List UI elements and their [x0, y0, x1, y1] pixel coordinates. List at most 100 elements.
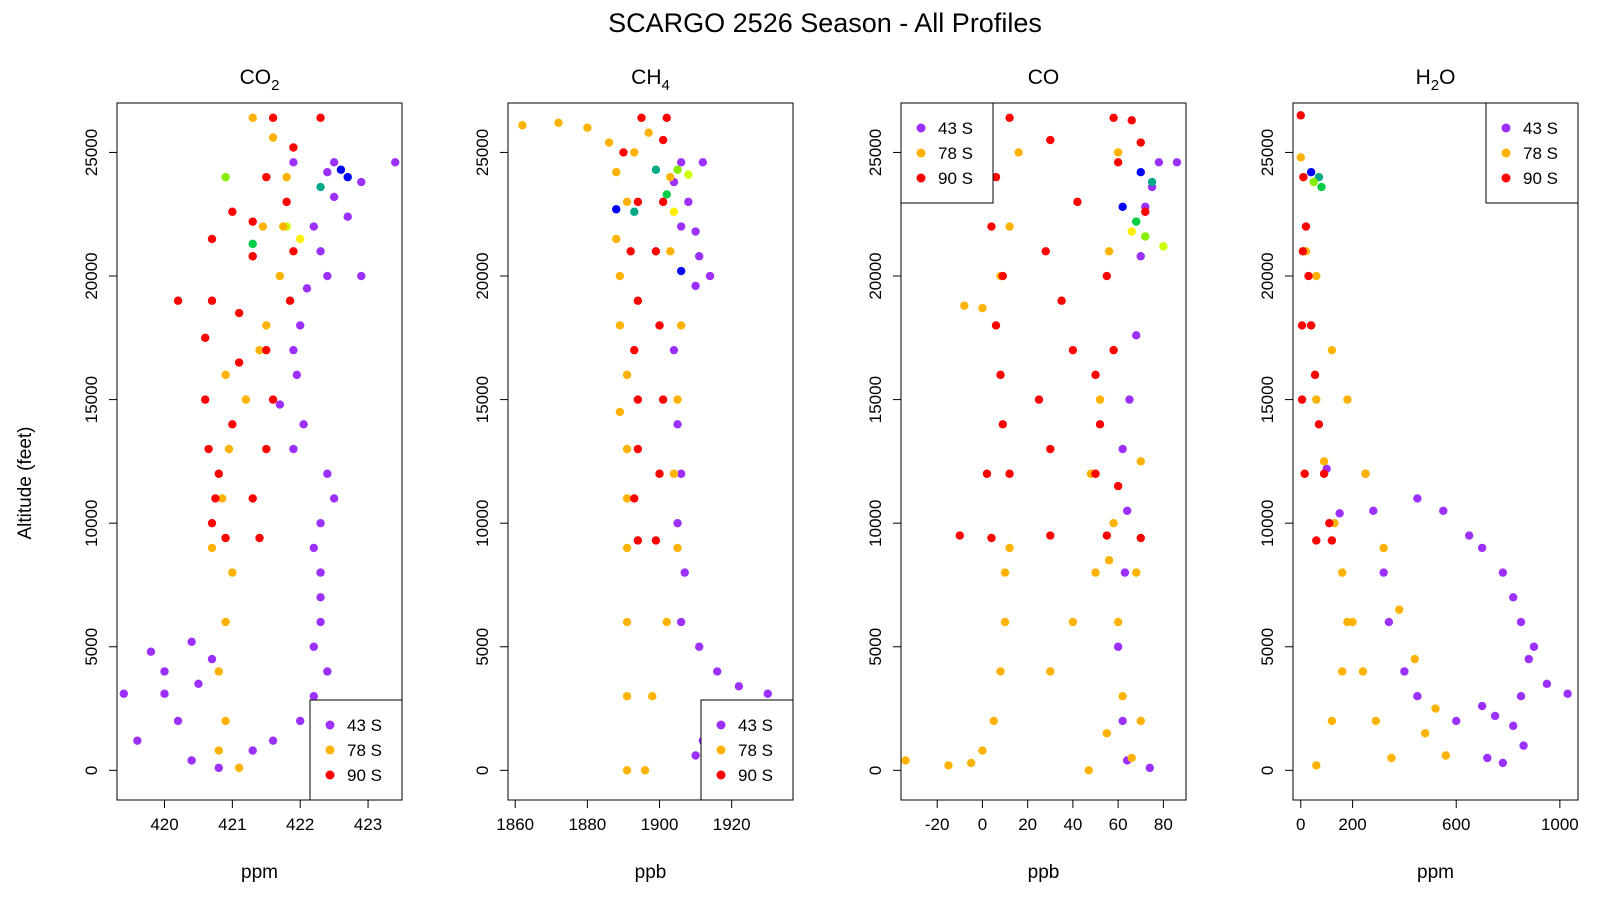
series-43-s — [1113, 158, 1182, 773]
y-tick-label: 10000 — [82, 500, 101, 547]
data-point — [651, 536, 661, 545]
data-point — [1136, 457, 1145, 466]
data-point — [1312, 536, 1321, 545]
data-point — [1314, 420, 1324, 429]
data-point — [1441, 751, 1451, 760]
data-point — [991, 321, 1001, 330]
data-point — [630, 345, 639, 355]
x-axis-label-co: ppb — [1028, 862, 1060, 883]
data-point — [187, 637, 196, 647]
data-point — [1118, 202, 1127, 212]
panel-title-subscript: 4 — [662, 77, 670, 94]
panel-title-co2: CO2 — [240, 66, 280, 94]
data-point — [357, 271, 366, 281]
panel-title-subscript: 2 — [271, 77, 279, 94]
data-point — [1102, 729, 1112, 738]
data-point — [1519, 741, 1528, 750]
legend-label: 90 S — [738, 766, 773, 785]
data-point — [615, 407, 625, 417]
x-tick-label: 423 — [354, 815, 382, 834]
data-point — [669, 469, 679, 478]
data-point — [309, 543, 318, 553]
y-tick-label: 0 — [82, 766, 101, 775]
data-point — [1109, 345, 1118, 355]
data-point — [1300, 469, 1309, 478]
data-point — [268, 133, 278, 142]
data-point — [655, 469, 664, 478]
data-point — [1068, 345, 1078, 355]
data-point — [676, 222, 686, 231]
y-tick-label: 15000 — [866, 376, 885, 423]
data-point — [1509, 721, 1518, 731]
data-point — [1046, 444, 1055, 454]
panel-frame-co2 — [116, 102, 403, 801]
data-point — [296, 716, 305, 726]
data-point — [662, 617, 671, 627]
data-point — [1046, 135, 1055, 145]
series-other — [1306, 168, 1326, 192]
data-point — [228, 568, 237, 577]
data-point — [248, 746, 257, 755]
data-point — [944, 761, 953, 770]
data-point — [173, 716, 183, 726]
data-point — [224, 444, 234, 454]
x-tick-label: 0 — [1296, 815, 1305, 834]
y-tick-label: 10000 — [1258, 500, 1277, 547]
data-point — [673, 420, 682, 429]
data-point — [658, 395, 668, 404]
data-point — [1395, 605, 1404, 614]
data-point — [1118, 716, 1127, 726]
data-point — [554, 118, 563, 127]
legend-box — [900, 102, 994, 204]
legend-label: 43 S — [738, 716, 773, 735]
y-axis-label: Altitude (feet) — [15, 427, 36, 540]
data-point — [1005, 469, 1014, 478]
panel-title-ch4: CH4 — [631, 66, 670, 94]
data-point — [955, 531, 965, 540]
data-point — [691, 281, 700, 291]
panel-frame-co — [900, 102, 1187, 801]
data-point — [966, 758, 976, 768]
series-90-s — [619, 113, 671, 545]
data-point — [279, 222, 288, 231]
legend-marker — [916, 123, 926, 133]
panel-frame-h2o — [1292, 102, 1579, 801]
legend-co2: 43 S 78 S 90 S — [309, 699, 403, 801]
data-point — [1109, 113, 1118, 123]
data-point — [1113, 148, 1123, 157]
panel-title-main: CO — [240, 66, 272, 89]
data-point — [626, 247, 635, 256]
data-point — [296, 321, 305, 330]
data-point — [676, 469, 686, 478]
legend-marker — [916, 148, 926, 158]
y-tick-label: 15000 — [473, 376, 492, 423]
data-point — [1132, 217, 1141, 226]
x-axis-label-h2o: ppm — [1417, 862, 1454, 883]
series-90-s — [173, 113, 325, 543]
data-point — [1371, 716, 1381, 726]
data-point — [1095, 420, 1105, 429]
data-point — [1068, 617, 1078, 627]
legend-marker — [916, 173, 926, 183]
data-point — [1400, 667, 1409, 676]
data-point — [987, 533, 996, 543]
x-tick-label: -20 — [925, 815, 950, 834]
data-point — [211, 494, 220, 503]
data-point — [201, 395, 210, 404]
panel-h2o: H2O 0 200 600 1000 ppm 0 5000 10000 15000 20000 250… — [1258, 66, 1579, 883]
data-point — [329, 494, 339, 503]
data-point — [1057, 296, 1066, 305]
x-tick-label: 60 — [1109, 815, 1128, 834]
data-point — [296, 234, 305, 244]
y-tick-label: 10000 — [473, 500, 492, 547]
data-point — [1312, 761, 1321, 770]
data-point — [1073, 197, 1082, 207]
data-point — [234, 358, 244, 367]
legend-marker — [325, 720, 335, 730]
x-axis-label-ch4: ppb — [635, 862, 667, 883]
data-point — [214, 763, 223, 773]
y-tick-label: 25000 — [82, 129, 101, 176]
